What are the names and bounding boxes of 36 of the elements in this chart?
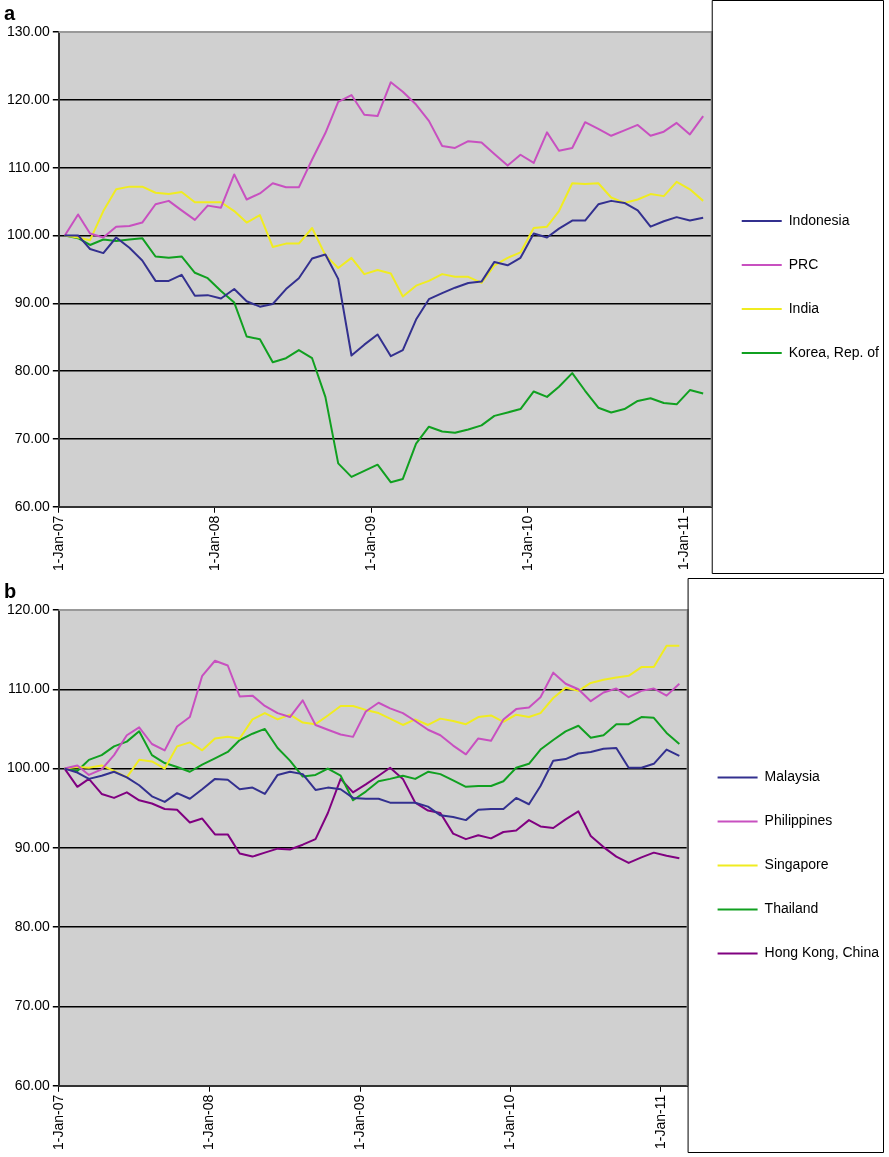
x-tick-label: 1-Jan-08: [200, 1094, 217, 1151]
y-tick-label: 90.00: [14, 838, 51, 855]
legend-label: Thailand: [764, 900, 819, 917]
y-tick-label: 110.00: [8, 680, 51, 697]
y-tick-label: 90.00: [14, 294, 51, 311]
y-tick-label: 80.00: [14, 361, 51, 378]
y-tick-label: 60.00: [14, 1076, 51, 1093]
y-tick-label: 110.00: [8, 158, 51, 175]
legend-label: Malaysia: [764, 768, 821, 785]
legend-label: Hong Kong, China: [764, 944, 880, 961]
y-tick-label: 120.00: [6, 600, 51, 617]
x-tick-label: 1-Jan-09: [362, 515, 379, 572]
y-tick-label: 100.00: [6, 226, 51, 243]
legend-label: Singapore: [764, 856, 829, 873]
y-tick-label: 100.00: [6, 759, 51, 776]
legend-label: PRC: [788, 255, 819, 272]
y-tick-label: 80.00: [14, 918, 51, 935]
x-tick-label: 1-Jan-07: [49, 515, 66, 572]
x-tick-label: 1-Jan-10: [501, 1094, 518, 1151]
x-tick-label: 1-Jan-11: [651, 1094, 668, 1149]
x-tick-label: 1-Jan-08: [205, 515, 222, 572]
legend-label: Philippines: [764, 812, 833, 829]
y-tick-label: 130.00: [6, 22, 51, 39]
y-tick-label: 60.00: [14, 497, 51, 514]
legend-label: India: [788, 299, 820, 316]
y-tick-label: 70.00: [14, 997, 51, 1014]
chart-title: b: [4, 579, 17, 602]
x-tick-label: 1-Jan-11: [674, 515, 691, 570]
legend-label: Korea, Rep. of: [788, 343, 880, 360]
x-tick-label: 1-Jan-07: [49, 1094, 66, 1151]
x-tick-label: 1-Jan-09: [350, 1094, 367, 1151]
y-tick-label: 70.00: [14, 429, 51, 446]
legend-label: Indonesia: [788, 211, 850, 228]
y-tick-label: 120.00: [6, 90, 51, 107]
x-tick-label: 1-Jan-10: [518, 515, 535, 572]
chart-title: a: [4, 1, 16, 24]
